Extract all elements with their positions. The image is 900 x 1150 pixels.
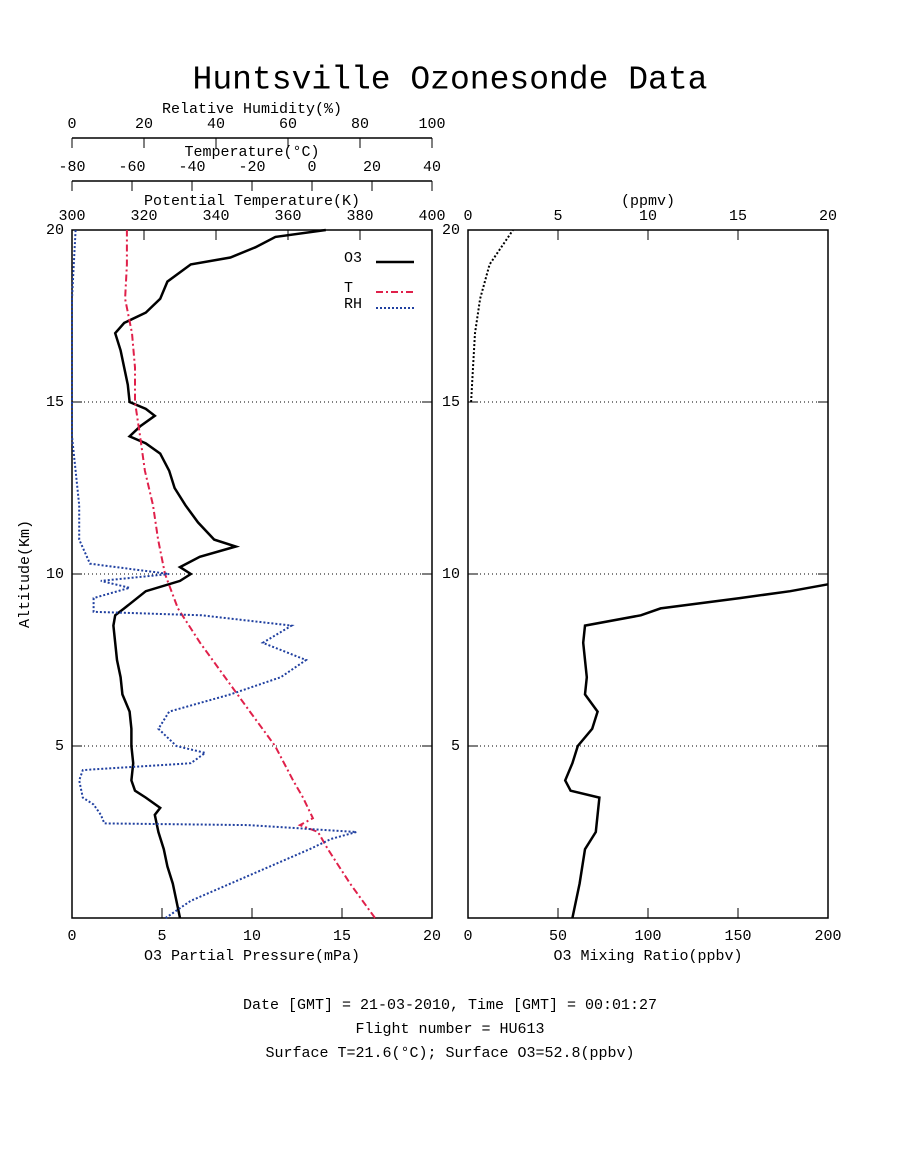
top-axis-title: Relative Humidity(%) bbox=[162, 101, 342, 118]
chart-title: Huntsville Ozonesonde Data bbox=[193, 62, 708, 99]
top-tick-label: 100 bbox=[418, 116, 445, 133]
y-tick-label: 5 bbox=[55, 738, 64, 755]
top-tick-label: 15 bbox=[729, 208, 747, 225]
top-tick-label: 360 bbox=[274, 208, 301, 225]
y-tick-label: 15 bbox=[46, 394, 64, 411]
y-tick-label: 20 bbox=[442, 222, 460, 239]
top-tick-label: 320 bbox=[130, 208, 157, 225]
x-tick-label: 100 bbox=[634, 928, 661, 945]
x-tick-label: 15 bbox=[333, 928, 351, 945]
x-axis-title: O3 Partial Pressure(mPa) bbox=[144, 948, 360, 965]
top-tick-label: 40 bbox=[207, 116, 225, 133]
x-tick-label: 50 bbox=[549, 928, 567, 945]
top-tick-label: 340 bbox=[202, 208, 229, 225]
legend-label: T bbox=[344, 280, 353, 297]
x-axis-title: O3 Mixing Ratio(ppbv) bbox=[553, 948, 742, 965]
top-tick-label: 20 bbox=[363, 159, 381, 176]
legend-label: RH bbox=[344, 296, 362, 313]
y-tick-label: 10 bbox=[46, 566, 64, 583]
top-tick-label: -60 bbox=[118, 159, 145, 176]
top-axis-title: (ppmv) bbox=[621, 193, 675, 210]
y-tick-label: 15 bbox=[442, 394, 460, 411]
top-tick-label: 60 bbox=[279, 116, 297, 133]
legend-label: O3 bbox=[344, 250, 362, 267]
top-tick-label: 0 bbox=[307, 159, 316, 176]
top-tick-label: 40 bbox=[423, 159, 441, 176]
y-tick-label: 5 bbox=[451, 738, 460, 755]
top-tick-label: 10 bbox=[639, 208, 657, 225]
data-line bbox=[71, 229, 357, 919]
data-line bbox=[470, 229, 514, 403]
x-tick-label: 150 bbox=[724, 928, 751, 945]
top-tick-label: -20 bbox=[238, 159, 265, 176]
x-tick-label: 5 bbox=[157, 928, 166, 945]
top-tick-label: 380 bbox=[346, 208, 373, 225]
x-tick-label: 20 bbox=[423, 928, 441, 945]
top-tick-label: 300 bbox=[58, 208, 85, 225]
top-tick-label: 20 bbox=[819, 208, 837, 225]
footer-note: Flight number = HU613 bbox=[355, 1021, 544, 1038]
top-tick-label: 0 bbox=[463, 208, 472, 225]
top-tick-label: 400 bbox=[418, 208, 445, 225]
y-tick-label: 20 bbox=[46, 222, 64, 239]
footer-note: Date [GMT] = 21-03-2010, Time [GMT] = 00… bbox=[243, 997, 657, 1014]
top-tick-label: -80 bbox=[58, 159, 85, 176]
footer-note: Surface T=21.6(°C); Surface O3=52.8(ppbv… bbox=[265, 1045, 634, 1062]
x-tick-label: 200 bbox=[814, 928, 841, 945]
top-axis-title: Temperature(°C) bbox=[184, 144, 319, 161]
y-tick-label: 10 bbox=[442, 566, 460, 583]
data-line bbox=[112, 228, 326, 919]
x-tick-label: 0 bbox=[463, 928, 472, 945]
top-tick-label: 20 bbox=[135, 116, 153, 133]
y-axis-title: Altitude(Km) bbox=[17, 520, 34, 628]
data-line bbox=[563, 583, 829, 919]
top-axis-title: Potential Temperature(K) bbox=[144, 193, 360, 210]
x-tick-label: 10 bbox=[243, 928, 261, 945]
top-tick-label: 80 bbox=[351, 116, 369, 133]
x-tick-label: 0 bbox=[67, 928, 76, 945]
top-tick-label: 0 bbox=[67, 116, 76, 133]
top-tick-label: 5 bbox=[553, 208, 562, 225]
data-line bbox=[124, 230, 376, 919]
top-tick-label: -40 bbox=[178, 159, 205, 176]
